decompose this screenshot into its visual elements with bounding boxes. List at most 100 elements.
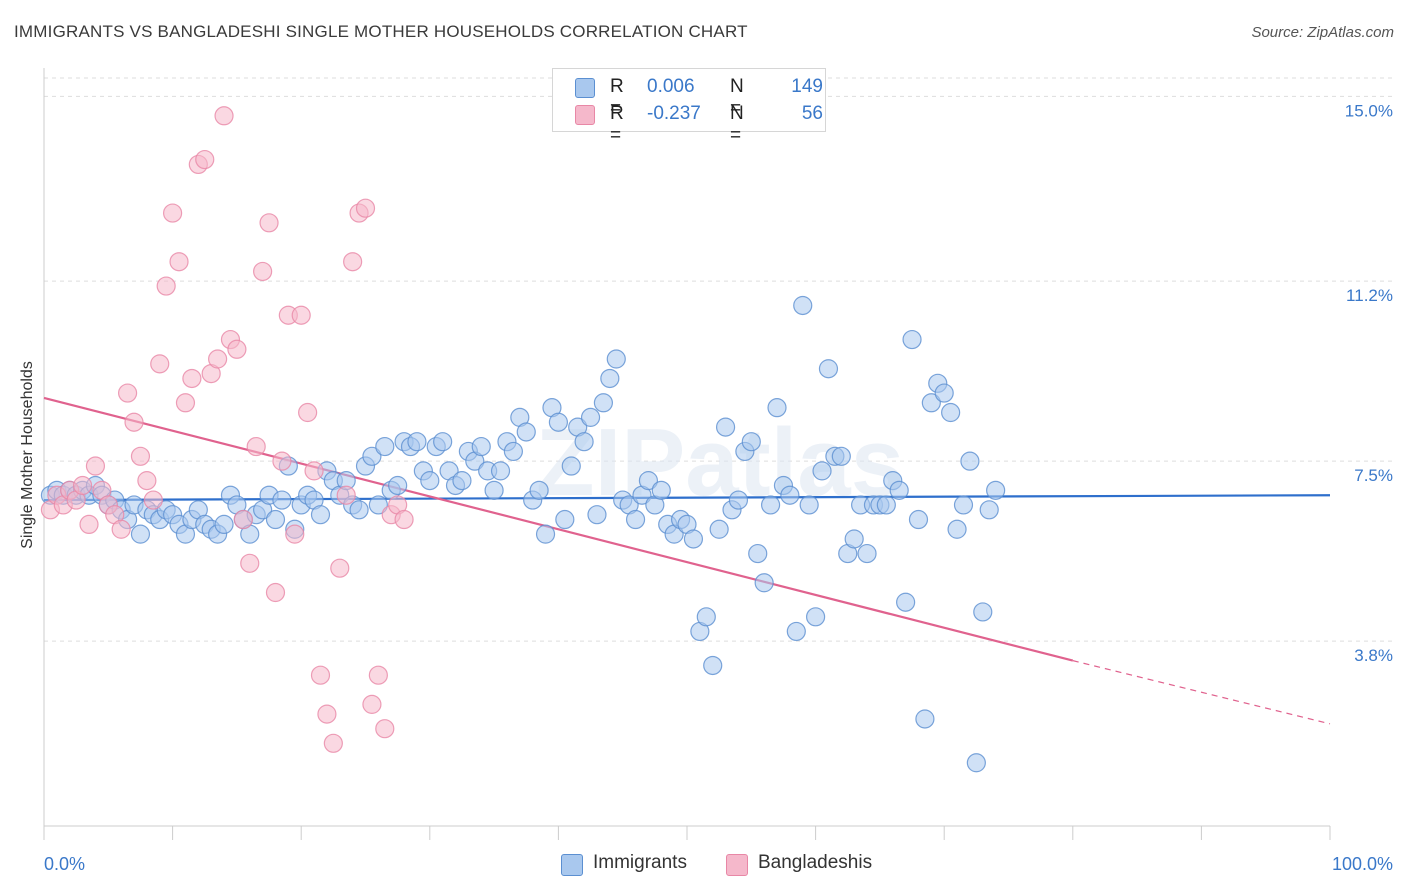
immigrants-point — [535, 524, 556, 544]
immigrants-point — [960, 451, 980, 471]
immigrants-swatch-icon — [575, 78, 595, 98]
immigrants-point — [484, 480, 504, 500]
immigrants-point — [555, 509, 575, 530]
immigrants-point — [709, 519, 729, 539]
immigrants-point — [767, 398, 787, 418]
immigrants-point — [503, 441, 523, 462]
immigrants-point — [812, 461, 832, 481]
legend-n-value: 56 — [801, 103, 823, 124]
immigrants-point — [683, 529, 704, 549]
bangladeshis-point — [156, 276, 176, 296]
bangladeshis-point — [265, 582, 286, 603]
bangladeshis-point — [137, 471, 157, 491]
immigrants-point — [130, 524, 151, 544]
bangladeshis-point — [323, 733, 343, 753]
immigrants-point — [490, 461, 511, 481]
immigrants-point — [561, 456, 581, 476]
immigrants-point — [362, 446, 382, 466]
bangladeshis-point — [298, 402, 318, 423]
bangladeshis-point — [72, 475, 93, 496]
bangladeshis-point — [310, 665, 331, 685]
legend-label-immigrants: Immigrants — [593, 852, 687, 873]
bangladeshis-legend-icon — [726, 854, 748, 876]
legend-r-label: R = — [610, 76, 624, 119]
immigrants-point — [703, 655, 723, 676]
bangladeshis-point — [175, 393, 196, 413]
immigrants-point — [728, 490, 749, 510]
immigrants-point — [310, 505, 331, 525]
legend-label-bangladeshis: Bangladeshis — [758, 852, 873, 873]
tick-label-layer: 3.8% 7.5% 11.2% 15.0% 0.0% 100.0% — [44, 101, 1393, 874]
immigrants-point — [748, 543, 768, 564]
bangladeshis-trend-line — [43, 396, 1074, 662]
immigrants-point — [793, 295, 813, 316]
immigrants-point — [265, 509, 286, 530]
y-tick-label: 15.0% — [1345, 101, 1393, 120]
legend-r-value: 0.006 — [647, 76, 695, 97]
immigrants-point — [272, 490, 292, 510]
immigrants-point — [786, 621, 806, 642]
bangladeshis-trend-extension — [1072, 660, 1331, 725]
bangladeshis-point — [163, 203, 183, 223]
bangladeshis-point — [130, 446, 151, 466]
immigrants-point — [407, 432, 427, 452]
bangladeshis-point — [285, 524, 305, 544]
bangladeshis-point — [150, 354, 170, 374]
bangladeshis-point — [272, 451, 292, 471]
immigrants-point — [979, 500, 999, 520]
bangladeshis-swatch-icon — [575, 105, 595, 125]
immigrants-point — [876, 495, 896, 515]
immigrants-point — [214, 514, 234, 535]
bangladeshis-point — [330, 558, 350, 578]
immigrants-point — [388, 475, 408, 496]
bangladeshis-point — [343, 252, 363, 272]
y-tick-label: 7.5% — [1354, 466, 1393, 485]
immigrants-point — [420, 471, 440, 491]
immigrants-point — [349, 500, 369, 520]
immigrants-point — [600, 368, 620, 389]
immigrants-point — [889, 480, 909, 500]
bangladeshis-point — [85, 456, 106, 476]
bangladeshis-point — [304, 461, 324, 481]
bangladeshis-point — [375, 719, 395, 739]
bangladeshis-point — [182, 368, 202, 389]
y-axis-label: Single Mother Households — [19, 361, 36, 549]
immigrants-point — [754, 573, 774, 593]
x-tick-label: 0.0% — [44, 854, 85, 874]
immigrants-point — [934, 383, 954, 403]
immigrants-point — [986, 480, 1006, 500]
bangladeshis-point — [214, 106, 234, 126]
immigrants-point — [805, 607, 826, 627]
bangladeshis-point — [117, 383, 138, 403]
immigrants-point — [516, 422, 536, 442]
bangladeshis-point — [208, 349, 228, 369]
immigrants-point — [844, 529, 864, 549]
immigrants-point — [696, 607, 716, 627]
bangladeshis-point — [355, 198, 376, 218]
bangladeshis-point — [169, 252, 189, 272]
source-label: Source: ZipAtlas.com — [1251, 24, 1394, 41]
legend-n-label: N = — [730, 103, 744, 146]
immigrants-point — [471, 436, 491, 457]
legend-r-label: R = — [610, 103, 624, 146]
immigrants-point — [966, 753, 986, 773]
immigrants-point — [760, 495, 781, 515]
immigrants-point — [625, 509, 646, 530]
immigrants-point — [433, 432, 453, 452]
bangladeshis-point — [259, 213, 279, 233]
immigrants-point — [741, 432, 761, 452]
bangladeshis-point — [336, 485, 356, 505]
bangladeshis-point — [291, 305, 311, 325]
immigrants-point — [896, 592, 916, 612]
bangladeshis-point — [233, 509, 253, 530]
immigrants-point — [908, 509, 929, 530]
immigrants-point — [368, 495, 388, 515]
y-tick-label: 11.2% — [1346, 286, 1393, 305]
bangladeshis-point — [253, 261, 273, 282]
immigrants-point — [902, 329, 922, 350]
bangladeshis-point — [362, 694, 382, 714]
legend-n-label: N = — [730, 76, 744, 119]
immigrants-point — [638, 471, 659, 491]
legend-r-value: -0.237 — [647, 103, 701, 124]
immigrants-point — [799, 495, 819, 515]
